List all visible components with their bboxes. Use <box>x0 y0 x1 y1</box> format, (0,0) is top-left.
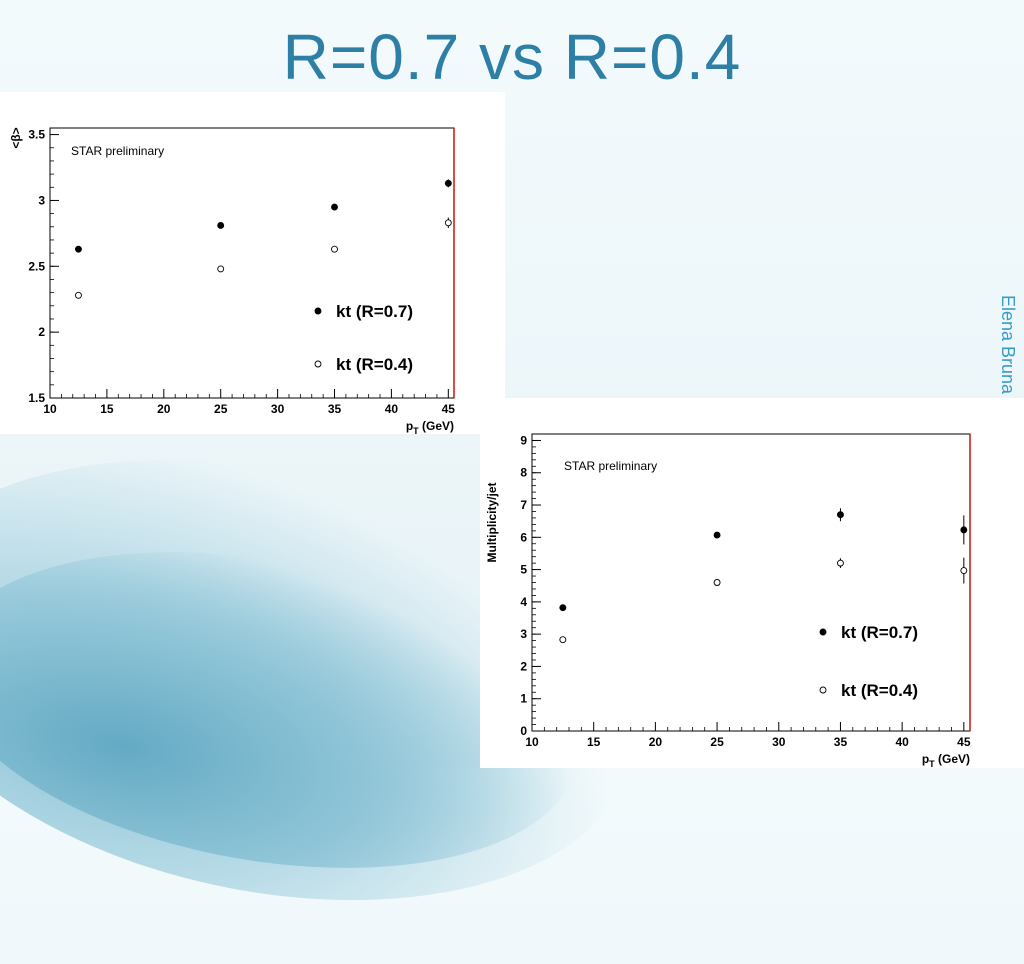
author-name: Elena Bruna <box>998 295 1018 395</box>
legend-label: kt (R=0.4) <box>841 681 918 700</box>
x-tick-label: 15 <box>587 735 601 749</box>
y-axis-label: <β> <box>9 127 23 148</box>
x-tick-label: 10 <box>525 735 539 749</box>
data-point-r04 <box>444 219 452 227</box>
data-point-r04 <box>559 636 567 644</box>
x-tick-label: 30 <box>271 402 285 416</box>
data-point-r07 <box>837 511 844 519</box>
y-tick-label: 5 <box>520 563 527 577</box>
plot-frame <box>531 433 971 732</box>
data-point-r04 <box>713 579 721 586</box>
x-tick-label: 15 <box>100 402 114 416</box>
y-tick-label: 2 <box>520 659 527 673</box>
data-point-r07 <box>217 222 225 229</box>
data-point-r07 <box>444 179 452 187</box>
y-tick-label: 3 <box>520 627 527 641</box>
y-tick-label: 0 <box>520 724 527 738</box>
chart-annotation: STAR preliminary <box>71 144 164 158</box>
y-tick-label: 1.5 <box>28 391 45 405</box>
x-tick-label: 30 <box>772 735 786 749</box>
x-tick-label: 20 <box>649 735 663 749</box>
data-point-r04 <box>217 265 225 273</box>
x-axis-label: pT (GeV) <box>406 419 454 434</box>
y-tick-label: 6 <box>520 530 527 544</box>
data-point-r07 <box>713 531 721 539</box>
slide-title: R=0.7 vs R=0.4 <box>282 21 742 93</box>
x-axis-label: pT (GeV) <box>922 752 970 768</box>
legend-marker <box>314 307 322 315</box>
x-tick-label: 10 <box>43 402 57 416</box>
legend-label: kt (R=0.7) <box>336 302 413 321</box>
legend-label: kt (R=0.7) <box>841 623 918 642</box>
plot-frame <box>49 127 455 399</box>
x-tick-label: 45 <box>442 402 456 416</box>
x-tick-label: 20 <box>157 402 171 416</box>
x-tick-label: 40 <box>385 402 399 416</box>
data-point-r07 <box>331 203 338 211</box>
y-tick-label: 8 <box>520 466 527 480</box>
legend-marker <box>819 628 827 636</box>
data-point-r04 <box>960 567 968 575</box>
x-tick-label: 40 <box>895 735 909 749</box>
data-point-r07 <box>559 604 567 612</box>
chart-panel-top: 10 15 20 25 30 35 40 45 1.5 2 2.5 3 3.5 STAR prelimin… <box>0 92 505 434</box>
y-tick-label: 2.5 <box>28 259 45 273</box>
data-point-r07 <box>75 245 82 253</box>
x-tick-label: 45 <box>957 735 971 749</box>
y-tick-label: 3.5 <box>28 128 45 142</box>
y-tick-label: 4 <box>520 595 527 609</box>
data-point-r04 <box>331 245 338 253</box>
y-axis-label: Multiplicity/jet <box>485 482 499 562</box>
x-tick-label: 35 <box>834 735 848 749</box>
data-point-r04 <box>837 559 844 567</box>
chart-mean-beta: 10 15 20 25 30 35 40 45 1.5 2 2.5 3 3.5 STAR prelimin… <box>9 127 456 434</box>
legend-marker <box>819 686 827 694</box>
y-tick-label: 2 <box>38 325 45 339</box>
chart-panel-bottom: 10 15 20 25 30 35 40 45 0 1 2 3 4 5 6 7 8 9 STAR prelimina… <box>480 398 1024 768</box>
y-tick-label: 3 <box>38 193 45 207</box>
y-tick-label: 9 <box>520 433 527 447</box>
legend-marker <box>314 360 322 368</box>
chart-annotation: STAR preliminary <box>564 459 657 473</box>
legend-label: kt (R=0.4) <box>336 355 413 374</box>
y-tick-label: 7 <box>520 498 527 512</box>
data-point-r04 <box>75 291 82 299</box>
data-point-r07 <box>960 526 968 534</box>
x-tick-label: 25 <box>710 735 724 749</box>
x-tick-label: 35 <box>328 402 342 416</box>
y-tick-label: 1 <box>520 692 527 706</box>
x-tick-label: 25 <box>214 402 228 416</box>
